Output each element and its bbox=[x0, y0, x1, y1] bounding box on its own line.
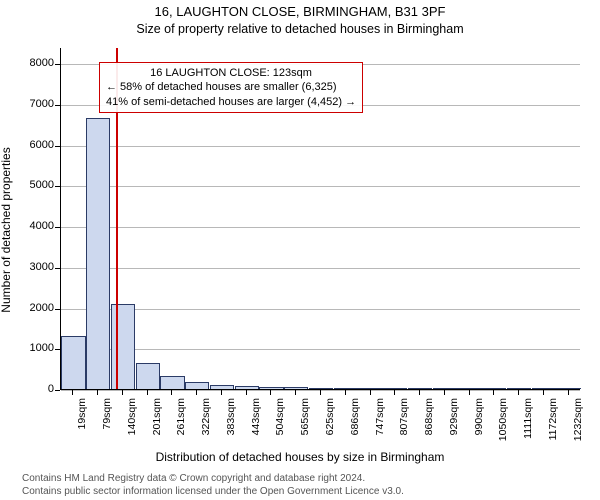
xtick-label: 990sqm bbox=[473, 398, 485, 444]
xtick-label: 1050sqm bbox=[497, 398, 509, 444]
xtick-mark bbox=[320, 390, 321, 395]
ytick-label: 1000 bbox=[18, 342, 54, 354]
histogram-bar bbox=[532, 388, 556, 389]
xtick-label: 19sqm bbox=[76, 398, 88, 444]
gridline bbox=[61, 227, 580, 228]
annotation-line-2: ← 58% of detached houses are smaller (6,… bbox=[106, 80, 356, 94]
gridline bbox=[61, 268, 580, 269]
ytick-mark bbox=[55, 309, 60, 310]
xtick-mark bbox=[419, 390, 420, 395]
chart-container: 16, LAUGHTON CLOSE, BIRMINGHAM, B31 3PF … bbox=[0, 0, 600, 500]
xtick-mark bbox=[469, 390, 470, 395]
ytick-mark bbox=[55, 227, 60, 228]
gridline bbox=[61, 309, 580, 310]
xtick-mark bbox=[171, 390, 172, 395]
histogram-bar bbox=[160, 376, 184, 389]
histogram-bar bbox=[433, 388, 457, 389]
ytick-label: 3000 bbox=[18, 261, 54, 273]
xtick-mark bbox=[345, 390, 346, 395]
ytick-label: 8000 bbox=[18, 57, 54, 69]
histogram-bar bbox=[408, 388, 432, 389]
xtick-mark bbox=[122, 390, 123, 395]
ytick-mark bbox=[55, 349, 60, 350]
histogram-bar bbox=[185, 382, 209, 389]
xtick-label: 383sqm bbox=[225, 398, 237, 444]
ytick-label: 7000 bbox=[18, 98, 54, 110]
histogram-bar bbox=[61, 336, 85, 389]
xtick-mark bbox=[394, 390, 395, 395]
xtick-label: 1172sqm bbox=[547, 398, 559, 444]
histogram-bar bbox=[457, 388, 481, 389]
xtick-label: 261sqm bbox=[175, 398, 187, 444]
histogram-bar bbox=[210, 385, 234, 389]
xtick-mark bbox=[221, 390, 222, 395]
gridline bbox=[61, 146, 580, 147]
xtick-mark bbox=[493, 390, 494, 395]
ytick-mark bbox=[55, 146, 60, 147]
xtick-label: 201sqm bbox=[151, 398, 163, 444]
xtick-mark bbox=[370, 390, 371, 395]
histogram-bar bbox=[284, 387, 308, 389]
ytick-label: 4000 bbox=[18, 220, 54, 232]
histogram-bar bbox=[358, 388, 382, 389]
chart-subtitle: Size of property relative to detached ho… bbox=[0, 22, 600, 36]
xtick-label: 140sqm bbox=[126, 398, 138, 444]
ytick-label: 0 bbox=[18, 383, 54, 395]
annotation-box: 16 LAUGHTON CLOSE: 123sqm← 58% of detach… bbox=[99, 62, 363, 113]
xtick-mark bbox=[270, 390, 271, 395]
xtick-mark bbox=[444, 390, 445, 395]
xtick-label: 747sqm bbox=[374, 398, 386, 444]
footer-line-2: Contains public sector information licen… bbox=[22, 486, 404, 497]
gridline bbox=[61, 186, 580, 187]
histogram-bar bbox=[86, 118, 110, 389]
ytick-mark bbox=[55, 390, 60, 391]
y-axis-label: Number of detached properties bbox=[0, 147, 13, 312]
histogram-bar bbox=[136, 363, 160, 389]
histogram-bar bbox=[334, 388, 358, 389]
ytick-mark bbox=[55, 105, 60, 106]
xtick-mark bbox=[543, 390, 544, 395]
xtick-label: 686sqm bbox=[349, 398, 361, 444]
xtick-label: 625sqm bbox=[324, 398, 336, 444]
xtick-mark bbox=[97, 390, 98, 395]
histogram-bar bbox=[482, 388, 506, 389]
xtick-mark bbox=[147, 390, 148, 395]
plot-area: 16 LAUGHTON CLOSE: 123sqm← 58% of detach… bbox=[60, 48, 580, 390]
ytick-mark bbox=[55, 186, 60, 187]
xtick-mark bbox=[295, 390, 296, 395]
ytick-mark bbox=[55, 64, 60, 65]
xtick-mark bbox=[196, 390, 197, 395]
xtick-label: 868sqm bbox=[423, 398, 435, 444]
histogram-bar bbox=[235, 386, 259, 389]
chart-title: 16, LAUGHTON CLOSE, BIRMINGHAM, B31 3PF bbox=[0, 4, 600, 19]
xtick-mark bbox=[518, 390, 519, 395]
xtick-label: 79sqm bbox=[101, 398, 113, 444]
histogram-bar bbox=[309, 388, 333, 389]
xtick-label: 504sqm bbox=[274, 398, 286, 444]
histogram-bar bbox=[556, 388, 580, 389]
xtick-mark bbox=[568, 390, 569, 395]
xtick-label: 1111sqm bbox=[522, 398, 534, 444]
xtick-mark bbox=[72, 390, 73, 395]
xtick-label: 565sqm bbox=[299, 398, 311, 444]
histogram-bar bbox=[383, 388, 407, 389]
annotation-line-1: 16 LAUGHTON CLOSE: 123sqm bbox=[106, 66, 356, 80]
xtick-label: 443sqm bbox=[250, 398, 262, 444]
annotation-line-3: 41% of semi-detached houses are larger (… bbox=[106, 95, 356, 109]
x-axis-label: Distribution of detached houses by size … bbox=[0, 450, 600, 464]
histogram-bar bbox=[259, 387, 283, 389]
gridline bbox=[61, 349, 580, 350]
xtick-label: 807sqm bbox=[398, 398, 410, 444]
ytick-label: 2000 bbox=[18, 302, 54, 314]
xtick-mark bbox=[246, 390, 247, 395]
histogram-bar bbox=[111, 304, 135, 390]
xtick-label: 1232sqm bbox=[572, 398, 584, 444]
ytick-mark bbox=[55, 268, 60, 269]
footer-line-1: Contains HM Land Registry data © Crown c… bbox=[22, 473, 365, 484]
xtick-label: 322sqm bbox=[200, 398, 212, 444]
ytick-label: 6000 bbox=[18, 139, 54, 151]
xtick-label: 929sqm bbox=[448, 398, 460, 444]
ytick-label: 5000 bbox=[18, 179, 54, 191]
histogram-bar bbox=[507, 388, 531, 389]
